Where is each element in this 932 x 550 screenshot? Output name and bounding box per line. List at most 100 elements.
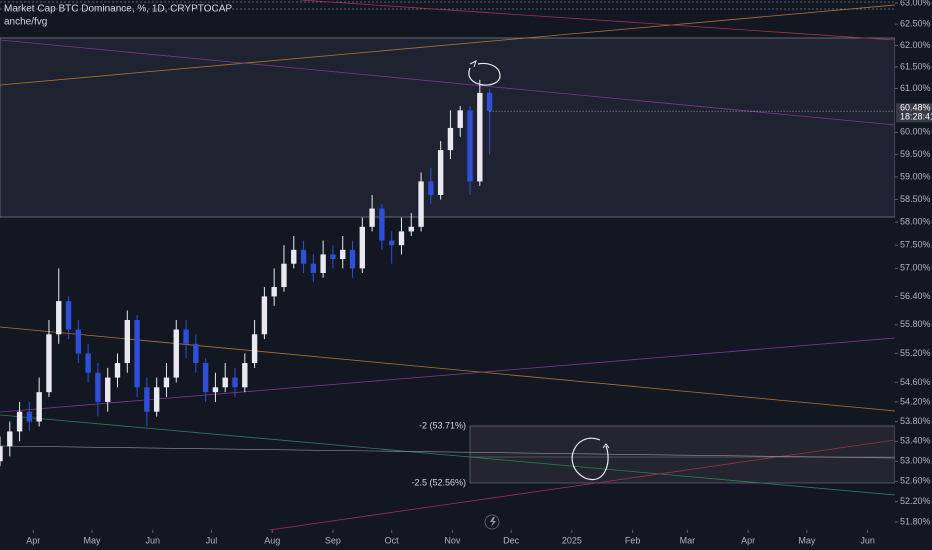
y-tick-label: 54.60% [900, 377, 931, 387]
candle-body [330, 254, 336, 260]
x-tick-label: Feb [625, 535, 641, 545]
x-tick-label: Apr [741, 535, 755, 545]
candle-body [183, 329, 189, 344]
candle-body [95, 372, 101, 402]
y-tick-label: 57.50% [900, 240, 931, 250]
candle-body [300, 249, 307, 264]
candle-body [447, 127, 454, 151]
y-tick-label: 63.00% [900, 0, 931, 7]
candle-body [46, 334, 52, 393]
candle-body [457, 110, 463, 128]
candle-body [349, 249, 356, 269]
candle-body [340, 249, 346, 260]
candle-body [428, 181, 434, 195]
y-tick-label: 58.00% [900, 217, 931, 227]
y-tick-label: 51.80% [900, 516, 931, 526]
last-price-badge [896, 103, 932, 123]
candle-body [477, 92, 483, 182]
candle-body [0, 446, 3, 462]
x-tick-label: Jun [860, 535, 875, 545]
y-tick-label: 53.80% [900, 416, 931, 426]
candle-body [153, 387, 160, 412]
hand-drawn-circle [571, 437, 609, 481]
candle-body [114, 363, 121, 378]
candle-body [242, 363, 248, 388]
candle-body [124, 320, 130, 364]
y-tick-label: 54.20% [900, 396, 931, 406]
candle-body [163, 377, 170, 388]
countdown: 18:28:41 [900, 112, 932, 122]
candle-body [251, 334, 258, 364]
x-tick-label: Mar [680, 535, 696, 545]
y-tick-label: 55.20% [900, 348, 931, 358]
x-tick-label: Jul [206, 535, 218, 545]
candle-body [65, 301, 72, 330]
y-tick-label: 58.50% [900, 194, 931, 204]
x-tick-label: Jun [145, 535, 160, 545]
x-tick-label: Dec [503, 535, 520, 545]
x-tick-label: Oct [385, 535, 400, 545]
x-tick-label: May [798, 535, 816, 545]
candle-body [173, 329, 179, 378]
candle-body [202, 363, 209, 393]
y-tick-label: 59.50% [900, 149, 931, 159]
x-tick-label: Apr [26, 535, 40, 545]
trend-line [0, 39, 896, 126]
axes: 63.00% 62.50% 62.00% 61.50% 61.00% 60.00% 59.5… [26, 0, 932, 545]
y-tick-label: 62.50% [900, 19, 931, 29]
candle-body [369, 208, 375, 227]
candle-body [144, 387, 150, 412]
trend-line [0, 414, 896, 496]
trend-line [0, 4, 896, 86]
fib-label: -2 (53.71%) [419, 420, 466, 430]
y-tick-label: 55.80% [900, 319, 931, 329]
fib-box [469, 425, 896, 484]
candle-body [398, 231, 405, 246]
candle-body [26, 411, 33, 422]
indicator-name: anche/fvg [4, 17, 47, 28]
candle-body [388, 240, 395, 246]
x-tick-label: 2025 [562, 535, 582, 545]
candle-body [291, 249, 297, 264]
range-box [0, 37, 896, 218]
fib-label: -2.5 (52.56%) [411, 477, 466, 487]
arrow-head [602, 443, 610, 449]
event-icon [490, 517, 496, 527]
y-tick-label: 57.00% [900, 263, 931, 273]
candle-body [134, 320, 140, 388]
candle-body [36, 392, 42, 422]
candle-body [212, 387, 219, 393]
price-axis [895, 0, 932, 550]
candle-body [437, 150, 444, 195]
y-tick-label: 61.00% [900, 83, 931, 93]
y-tick-label: 52.60% [900, 476, 931, 486]
candle-body [105, 377, 111, 402]
y-tick-label: 61.50% [900, 61, 931, 71]
arrow-head [469, 60, 477, 68]
y-tick-label: 60.00% [900, 127, 931, 137]
y-tick-label: 53.00% [900, 456, 931, 466]
x-tick-label: Nov [444, 535, 461, 545]
x-tick-label: Sep [325, 535, 341, 545]
candle-body [222, 377, 228, 388]
candle-body [75, 329, 82, 354]
candle-body [486, 92, 493, 112]
candle-body [418, 181, 424, 227]
candle-body [281, 263, 287, 288]
time-axis [0, 530, 895, 550]
chart-title: Market Cap BTC Dominance, %, 1D, CRYPTOC… [4, 4, 232, 15]
x-tick-label: Aug [264, 535, 280, 545]
event-ring [484, 514, 500, 530]
last-price-label: 60.48% [900, 103, 931, 113]
candle-body [193, 343, 199, 364]
hand-drawn-circle [468, 62, 501, 86]
candle-body [320, 254, 326, 274]
x-tick-label: May [84, 535, 102, 545]
candle-body [310, 263, 317, 274]
candle-body [232, 377, 238, 388]
y-tick-label: 62.00% [900, 40, 931, 50]
plot [0, 79, 493, 467]
candle-body [16, 411, 23, 432]
candle-body [56, 301, 62, 335]
